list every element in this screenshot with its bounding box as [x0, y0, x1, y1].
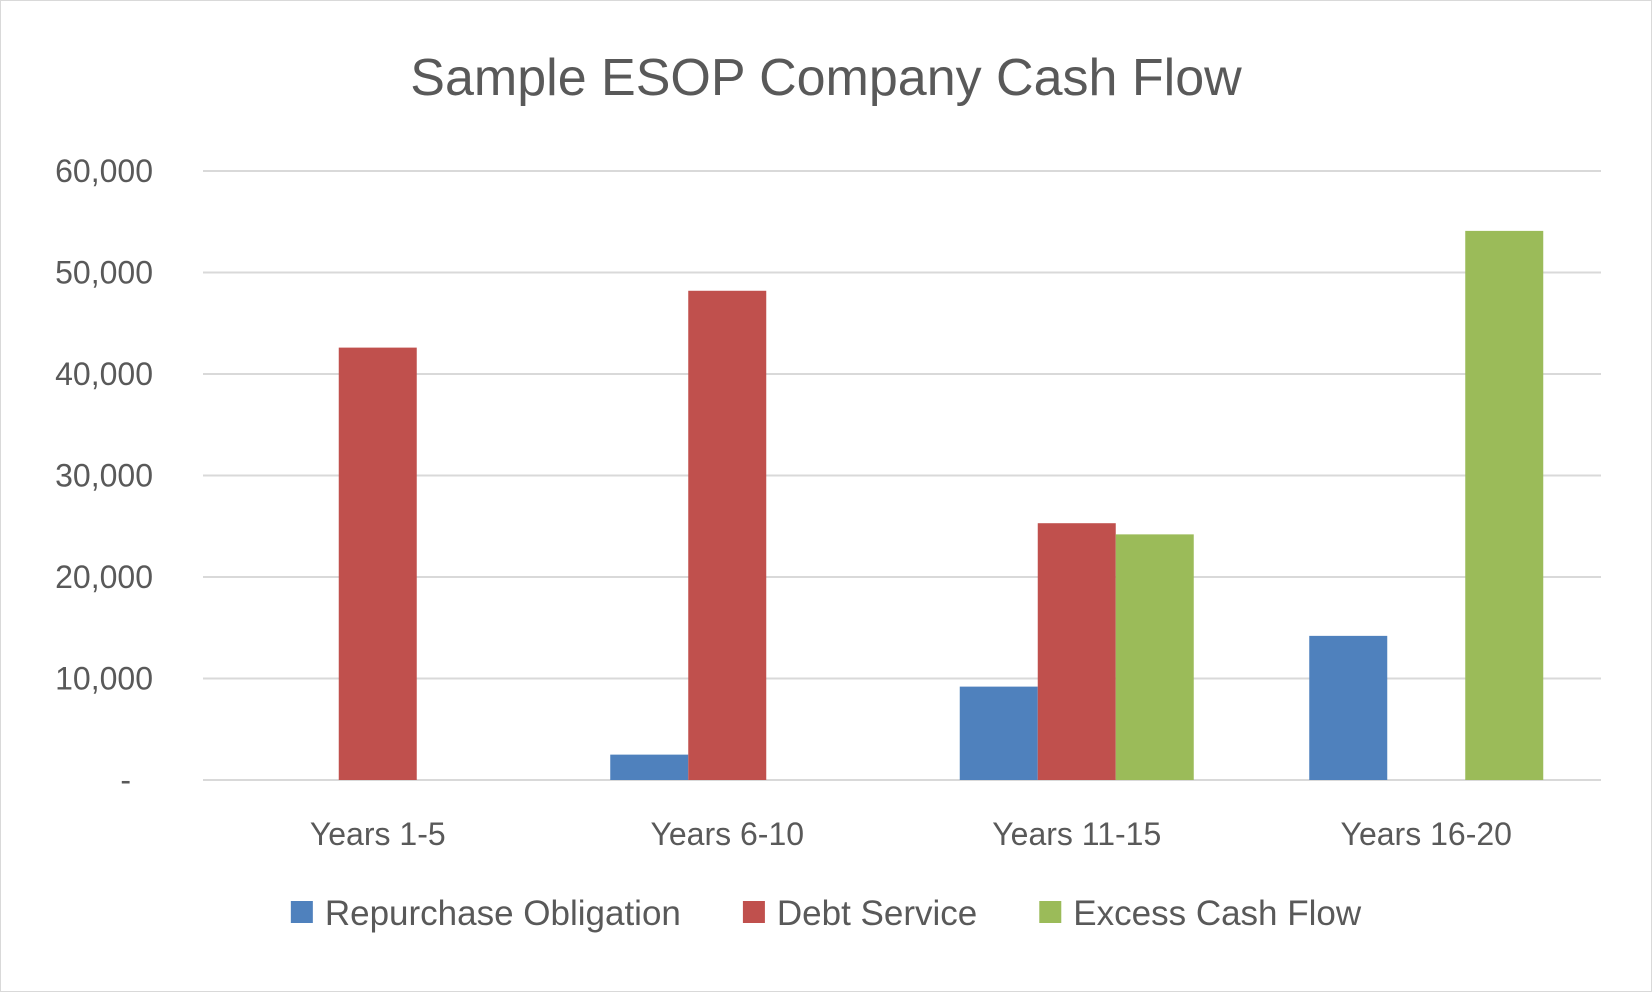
y-tick-label: 60,000: [55, 153, 153, 189]
y-tick-label: 10,000: [55, 661, 153, 697]
y-tick-label: 30,000: [55, 458, 153, 494]
chart-title: Sample ESOP Company Cash Flow: [410, 49, 1242, 107]
legend-swatch: [742, 901, 765, 923]
bar-excess-cash-flow: [1465, 230, 1544, 780]
y-axis-ticks: - 10,000 20,000 30,000 40,000 50,000 60,000: [55, 153, 153, 798]
x-tick-label: Years 16-20: [1341, 816, 1512, 852]
bar-repurchase-obligation: [1309, 635, 1388, 780]
bar-debt-service: [338, 347, 417, 780]
bar-repurchase-obligation: [959, 686, 1038, 780]
x-axis-ticks: Years 1-5 Years 6-10 Years 11-15 Years 16-2…: [310, 816, 1512, 852]
x-tick-label: Years 1-5: [310, 816, 446, 852]
bar-debt-service: [688, 290, 767, 780]
y-tick-label: 40,000: [55, 356, 153, 392]
x-tick-label: Years 6-10: [650, 816, 804, 852]
legend-label: Debt Service: [777, 894, 977, 933]
bar-repurchase-obligation: [610, 754, 689, 780]
y-tick-label: 50,000: [55, 255, 153, 291]
bar-excess-cash-flow: [1115, 534, 1194, 780]
legend-label: Excess Cash Flow: [1073, 894, 1362, 933]
legend: Repurchase Obligation Debt Service Excess …: [290, 894, 1362, 933]
y-tick-label: 20,000: [55, 559, 153, 595]
y-tick-label: -: [120, 762, 131, 798]
x-tick-label: Years 11-15: [992, 816, 1161, 852]
gridlines: [203, 170, 1601, 781]
legend-swatch: [290, 901, 313, 923]
legend-label: Repurchase Obligation: [325, 894, 681, 933]
bar-debt-service: [1037, 523, 1116, 780]
bars: [338, 230, 1544, 780]
legend-swatch: [1039, 901, 1062, 923]
